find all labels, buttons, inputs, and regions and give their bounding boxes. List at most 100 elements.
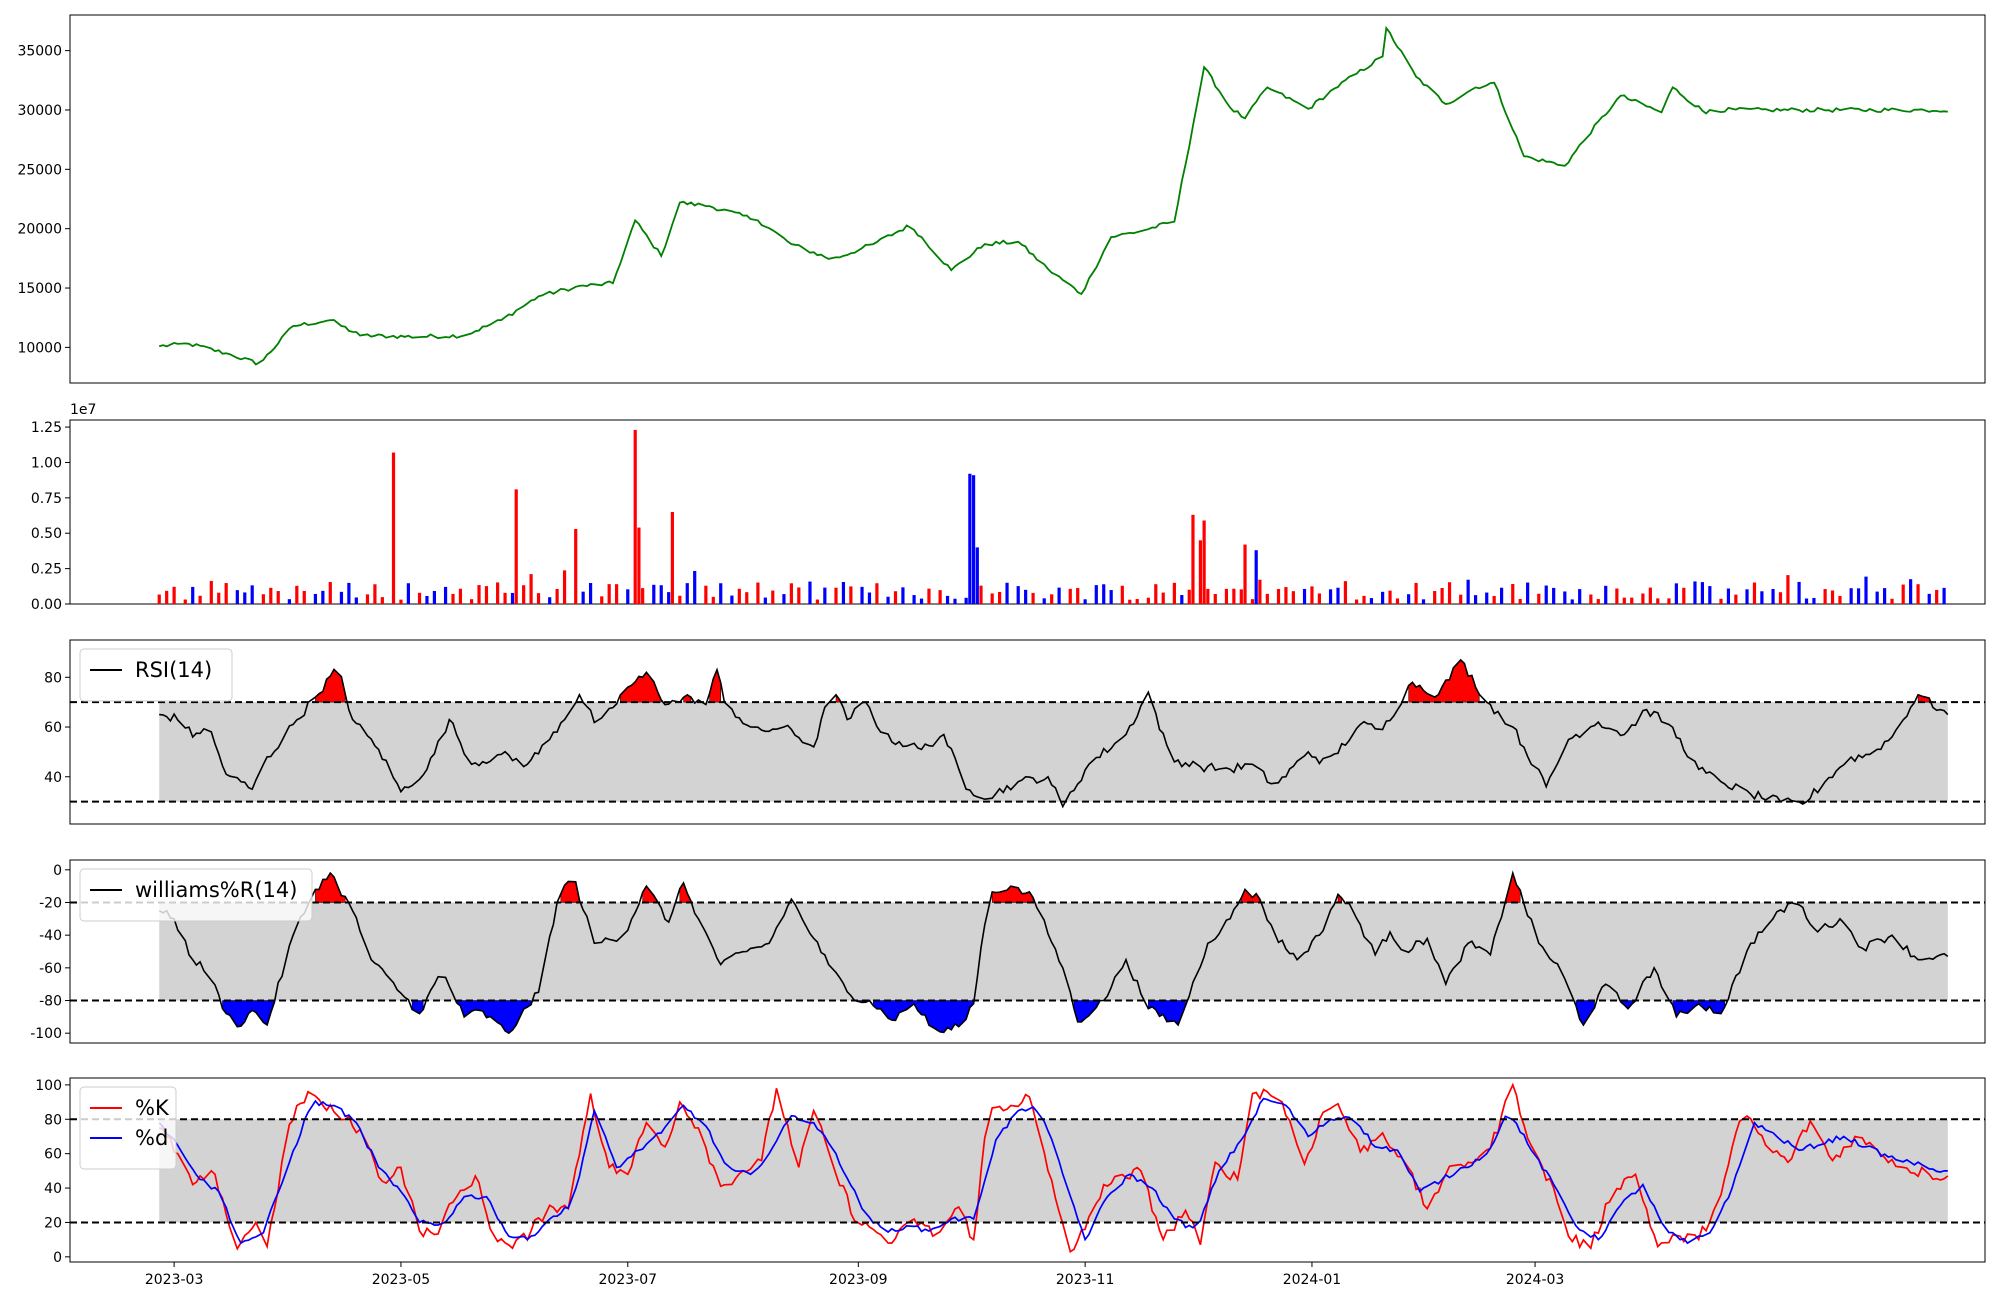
- volume-bar: [1786, 575, 1790, 604]
- volume-bar: [172, 586, 176, 604]
- volume-bar: [1849, 588, 1853, 604]
- volume-bar: [641, 588, 645, 604]
- williams-ytick-label: -100: [30, 1026, 62, 1042]
- volume-bar: [626, 589, 630, 604]
- volume-bar: [789, 583, 793, 604]
- stochastic-ytick-label: 60: [44, 1147, 62, 1163]
- volume-bar: [1518, 598, 1522, 604]
- williams-frame: [69, 859, 1986, 1044]
- volume-bar: [1198, 540, 1203, 604]
- volume-bar: [1708, 586, 1712, 604]
- volume-bar: [1500, 587, 1504, 604]
- volume-bar: [235, 590, 239, 604]
- price-ytick-label: 10000: [17, 340, 62, 356]
- volume-bar: [670, 512, 674, 604]
- x-tick-label: 2023-03: [145, 1272, 204, 1288]
- volume-bar: [365, 594, 370, 604]
- volume-bar: [1760, 591, 1764, 604]
- volume-bar: [1812, 597, 1816, 604]
- williams-legend-label: williams%R(14): [135, 878, 297, 902]
- volume-bar: [1492, 595, 1496, 604]
- volume-bar: [945, 595, 950, 604]
- volume-bar: [1693, 581, 1697, 604]
- volume-bar: [849, 586, 853, 604]
- volume-bar: [1909, 579, 1913, 604]
- volume-bar: [1258, 579, 1262, 604]
- rsi-legend-box: [79, 648, 233, 702]
- williams-legend-box: [79, 868, 313, 922]
- volume-bar: [1254, 550, 1258, 604]
- price-ytick-label: 35000: [17, 44, 62, 60]
- volume-bar: [1005, 582, 1009, 604]
- volume-bar: [391, 452, 396, 604]
- volume-bar: [1719, 598, 1723, 604]
- volume-bar: [417, 592, 422, 604]
- volume-bar: [514, 489, 518, 604]
- volume-bar: [425, 595, 429, 604]
- x-tick-label: 2024-01: [1283, 1272, 1342, 1288]
- volume-bar: [979, 585, 983, 604]
- volume-bar: [1161, 592, 1165, 604]
- price-panel: 10000 15000 20000 25000 30000 35000: [17, 14, 1986, 384]
- volume-bar: [867, 592, 872, 604]
- volume-bar: [1771, 589, 1775, 604]
- williams-band: [159, 902, 1948, 1001]
- volume-bar: [261, 594, 265, 604]
- volume-bar: [1440, 588, 1444, 604]
- volume-bar: [1284, 587, 1288, 604]
- volume-bar: [1864, 576, 1868, 604]
- volume-bar: [458, 588, 463, 604]
- volume-bar: [1656, 598, 1660, 604]
- volume-bar: [588, 583, 593, 604]
- stochastic-legend-label: %d: [135, 1126, 168, 1150]
- volume-bar: [1883, 588, 1887, 604]
- volume-bar: [1310, 586, 1314, 604]
- stochastic-ytick-label: 40: [44, 1181, 62, 1197]
- volume-ytick-label: 0.00: [31, 597, 62, 613]
- volume-ytick-label: 1.00: [31, 455, 62, 471]
- volume-bar: [1076, 588, 1080, 604]
- shared-x-axis: 2023-03 2023-05 2023-07 2023-09 2023-11 2024-…: [145, 1262, 1564, 1288]
- volume-bar: [1804, 598, 1809, 604]
- volume-bar: [1537, 593, 1541, 604]
- volume-bar: [1604, 585, 1608, 604]
- volume-bar: [1745, 589, 1749, 604]
- volume-bar: [1890, 598, 1894, 604]
- volume-bar: [1083, 599, 1087, 604]
- volume-bar: [1570, 599, 1574, 604]
- rsi-panel: 40 60 80 RSI(14): [44, 639, 1986, 825]
- stochastic-band: [159, 1119, 1948, 1223]
- volume-bar: [1414, 582, 1418, 604]
- volume-bar: [328, 582, 332, 604]
- volume-bar: [1109, 590, 1113, 604]
- stochastic-panel: 0 20 40 60 80 100 %K %d: [35, 1077, 1986, 1266]
- stochastic-line-d: [158, 1097, 1948, 1245]
- volume-bar: [678, 595, 682, 604]
- volume-bar: [1526, 582, 1530, 604]
- volume-bar: [1935, 589, 1939, 604]
- volume-bar: [432, 590, 437, 604]
- volume-bar: [562, 570, 567, 604]
- volume-bar: [529, 574, 533, 604]
- volume-bar: [321, 590, 325, 604]
- volume-bar: [953, 598, 957, 604]
- volume-bar: [1354, 599, 1359, 604]
- volume-bar: [815, 599, 820, 604]
- volume-bar: [834, 587, 838, 604]
- volume-bar: [719, 583, 723, 604]
- volume-bar: [574, 528, 578, 604]
- price-ytick-label: 15000: [17, 281, 62, 297]
- williams-ytick-label: -40: [39, 928, 62, 944]
- volume-bar: [1042, 598, 1046, 604]
- volume-bar: [209, 580, 213, 604]
- volume-bar: [581, 591, 585, 604]
- volume-bar: [1797, 581, 1801, 604]
- rsi-legend-label: RSI(14): [135, 658, 212, 682]
- volume-bar: [1838, 595, 1842, 604]
- volume-bar: [469, 599, 474, 604]
- volume-bar: [1135, 599, 1139, 604]
- volume-bar: [875, 583, 879, 604]
- volume-bar: [797, 587, 801, 604]
- volume-bar: [823, 587, 827, 604]
